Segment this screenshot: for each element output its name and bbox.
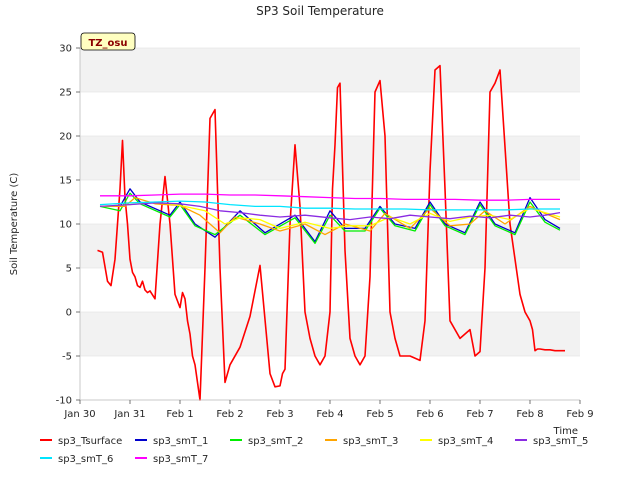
y-tick-label: 30: [59, 44, 72, 55]
plot-band: [80, 312, 580, 356]
legend-item-sp3_smT_5: sp3_smT_5: [515, 436, 588, 447]
legend-item-sp3_smT_2: sp3_smT_2: [230, 436, 303, 447]
y-tick-label: 0: [66, 308, 72, 319]
x-axis-label: Time: [553, 426, 578, 437]
x-tick-label: Feb 2: [216, 409, 243, 420]
legend-label: sp3_Tsurface: [58, 436, 122, 447]
x-tick-label: Feb 9: [566, 409, 593, 420]
badge: TZ_osu: [80, 32, 136, 51]
legend-label: sp3_smT_2: [248, 436, 303, 447]
chart-title: SP3 Soil Temperature: [256, 4, 384, 18]
x-tick-label: Feb 5: [366, 409, 393, 420]
legend-item-sp3_smT_4: sp3_smT_4: [420, 436, 493, 447]
x-tick-label: Feb 3: [266, 409, 293, 420]
plot-band: [80, 48, 580, 92]
legend-label: sp3_smT_3: [343, 436, 398, 447]
plot-band: [80, 136, 580, 180]
x-tick-label: Feb 6: [416, 409, 443, 420]
y-tick-label: -5: [62, 352, 72, 363]
legend-item-sp3_smT_1: sp3_smT_1: [135, 436, 208, 447]
badge-box: [80, 32, 136, 51]
y-tick-label: -10: [56, 396, 72, 407]
legend-label: sp3_smT_1: [153, 436, 208, 447]
legend-label: sp3_smT_5: [533, 436, 588, 447]
series-sp3_smT_7: [100, 193, 560, 201]
series-sp3_smT_5: [99, 202, 561, 221]
y-ticks: -10 -5 0 5 10 15 20 25 30: [56, 44, 80, 407]
x-tick-label: Jan 31: [113, 409, 145, 420]
series-sp3_smT_2: [99, 192, 561, 245]
legend-label: sp3_smT_4: [438, 436, 493, 447]
y-tick-label: 5: [66, 264, 72, 275]
legend-label: sp3_smT_7: [153, 454, 208, 465]
series-sp3_Tsurface: [97, 64, 565, 401]
y-tick-label: 25: [59, 88, 72, 99]
x-tick-label: Feb 8: [516, 409, 543, 420]
x-tick-label: Feb 4: [316, 409, 343, 420]
y-axis-label: Soil Temperature (C): [9, 173, 20, 276]
x-ticks: Jan 30 Jan 31 Feb 1 Feb 2 Feb 3 Feb 4 Feb 5 Feb…: [63, 400, 594, 420]
x-tick-label: Feb 1: [166, 409, 193, 420]
legend-item-sp3_Tsurface: sp3_Tsurface: [40, 436, 122, 447]
x-tick-label: Jan 30: [63, 409, 95, 420]
y-tick-label: 20: [59, 132, 72, 143]
x-tick-label: Feb 7: [466, 409, 493, 420]
series-sp3_smT_1: [100, 188, 561, 243]
legend-label: sp3_smT_6: [58, 454, 113, 465]
badge-label: TZ_osu: [88, 38, 127, 49]
y-tick-label: 15: [59, 176, 72, 187]
series-layer: [97, 64, 565, 401]
legend: sp3_Tsurface sp3_smT_1 sp3_smT_2 sp3_smT_3 s…: [40, 436, 588, 465]
legend-item-sp3_smT_7: sp3_smT_7: [135, 454, 208, 465]
legend-item-sp3_smT_6: sp3_smT_6: [40, 454, 113, 465]
y-tick-label: 10: [59, 220, 72, 231]
series-sp3_smT_6: [99, 200, 560, 211]
legend-item-sp3_smT_3: sp3_smT_3: [325, 436, 398, 447]
